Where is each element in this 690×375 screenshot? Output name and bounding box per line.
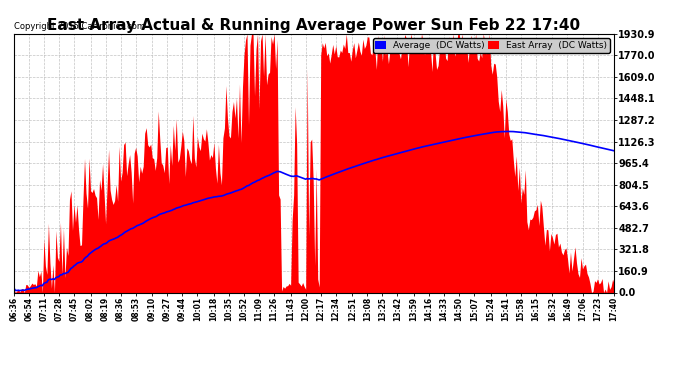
Title: East Array Actual & Running Average Power Sun Feb 22 17:40: East Array Actual & Running Average Powe… <box>48 18 580 33</box>
Text: Copyright 2015 Cartronics.com: Copyright 2015 Cartronics.com <box>14 22 145 31</box>
Legend: Average  (DC Watts), East Array  (DC Watts): Average (DC Watts), East Array (DC Watts… <box>373 38 609 53</box>
